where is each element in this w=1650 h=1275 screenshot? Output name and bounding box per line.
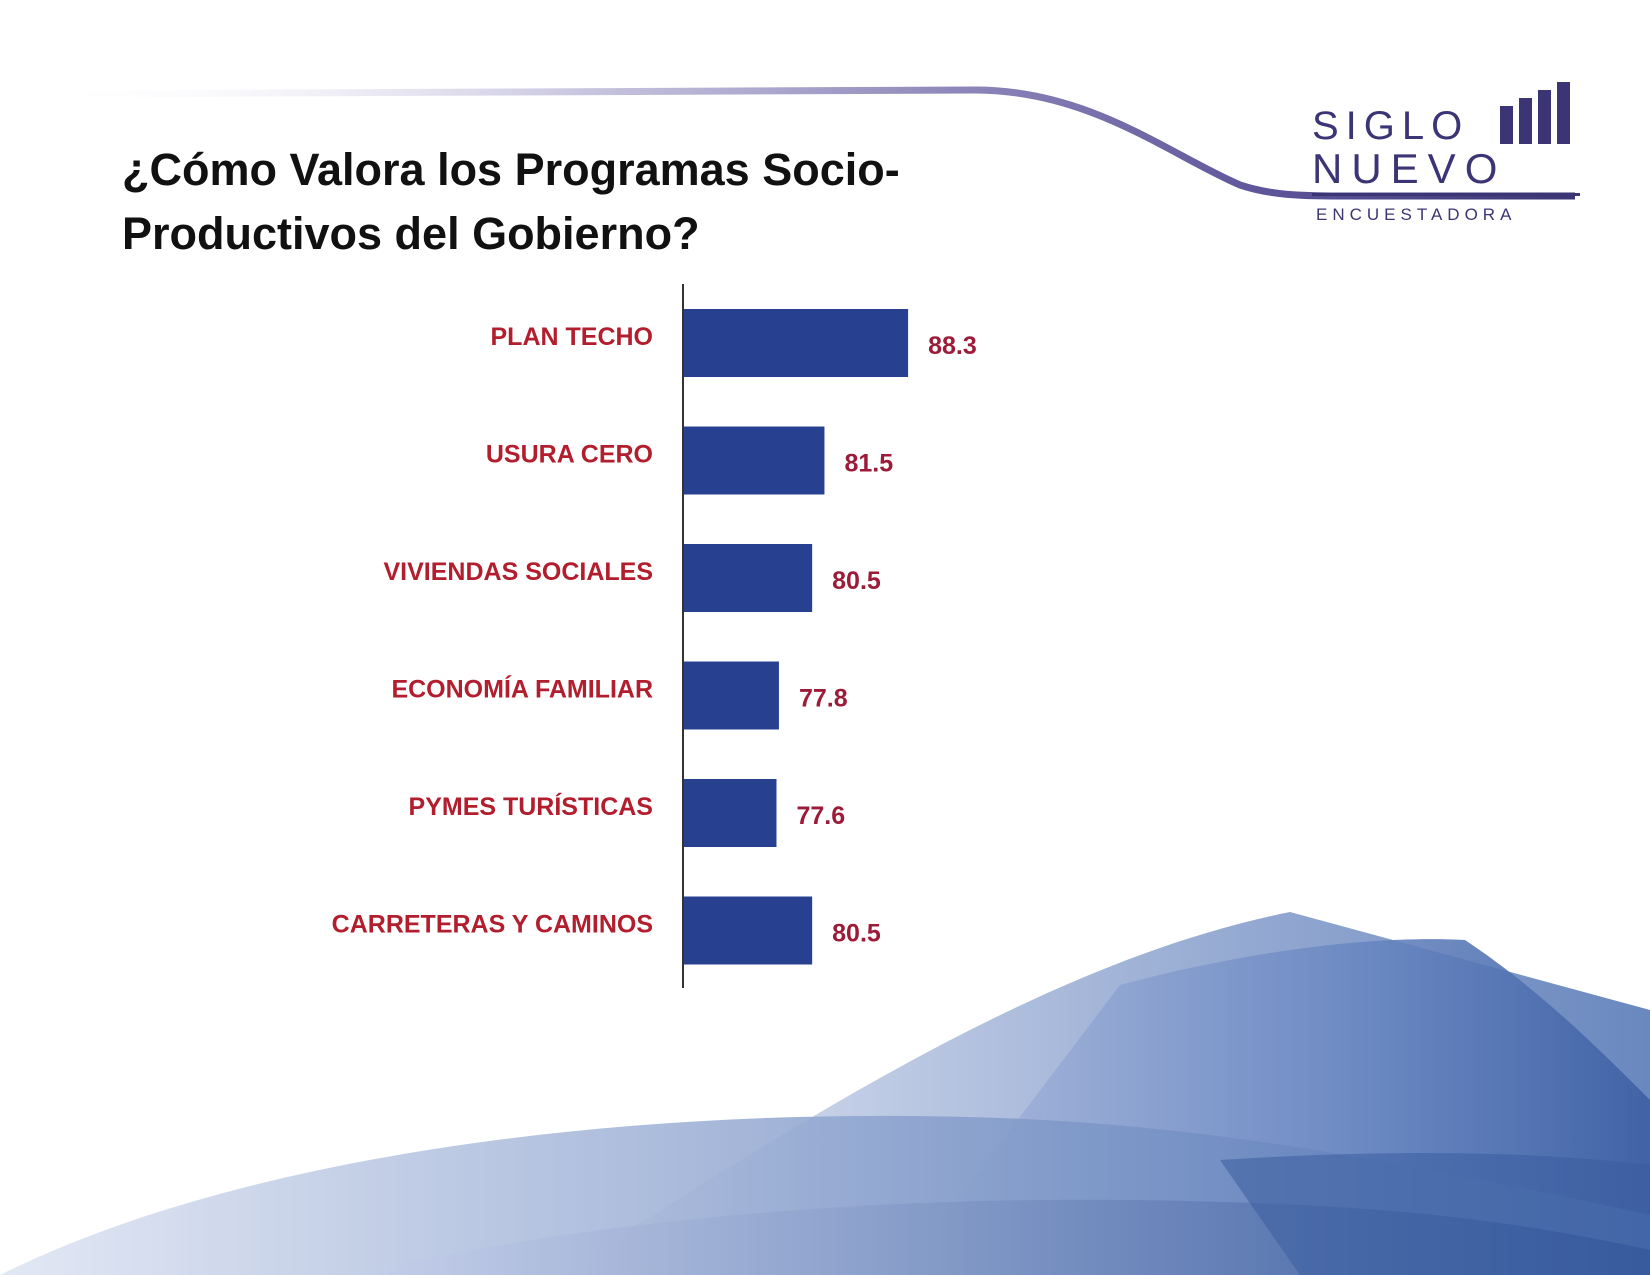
value-label-4: 77.6: [796, 802, 845, 830]
logo-text-encuestadora: ENCUESTADORA: [1316, 205, 1517, 224]
category-label-5: CARRETERAS Y CAMINOS: [332, 911, 653, 939]
category-label-4: PYMES TURÍSTICAS: [409, 792, 653, 821]
title-line-2: Productivos del Gobierno?: [122, 208, 700, 259]
value-label-3: 77.8: [799, 685, 848, 713]
bar-0: [683, 309, 909, 377]
siglo-nuevo-logo: SIGLO NUEVO ENCUESTADORA: [1300, 78, 1590, 238]
page-title: ¿Cómo Valora los Programas Socio- Produc…: [122, 138, 1022, 266]
logo-text-siglo: SIGLO: [1312, 104, 1470, 148]
category-label-1: USURA CERO: [486, 441, 653, 469]
bar-chart-icon: [1500, 82, 1570, 144]
category-label-0: PLAN TECHO: [491, 323, 654, 351]
bar-3: [683, 661, 779, 730]
value-label-1: 81.5: [844, 450, 893, 478]
category-label-2: VIVIENDAS SOCIALES: [384, 558, 654, 586]
category-label-3: ECONOMÍA FAMILIAR: [391, 675, 653, 704]
logo-divider: [1312, 193, 1580, 196]
bar-1: [683, 426, 825, 495]
bar-2: [683, 544, 813, 612]
logo-text-nuevo: NUEVO: [1312, 145, 1507, 192]
bar-5: [683, 896, 813, 965]
bars-layer: PLAN TECHO 88.3 USURA CERO 81.5 VIVIENDAS SO…: [332, 309, 977, 965]
bar-4: [683, 779, 777, 847]
value-label-2: 80.5: [832, 567, 881, 595]
value-label-0: 88.3: [928, 332, 977, 360]
value-label-5: 80.5: [832, 920, 881, 948]
title-line-1: ¿Cómo Valora los Programas Socio-: [122, 144, 900, 195]
